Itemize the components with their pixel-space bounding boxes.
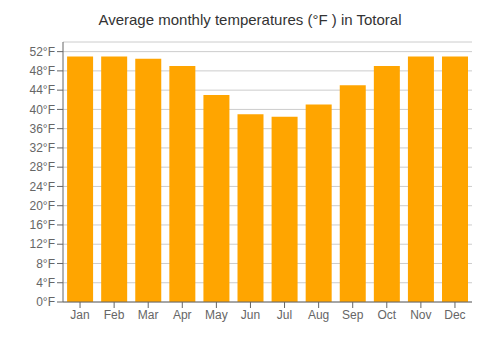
- svg-text:48°F: 48°F: [30, 64, 55, 78]
- svg-text:16°F: 16°F: [30, 218, 55, 232]
- svg-text:Dec: Dec: [444, 308, 465, 322]
- svg-text:20°F: 20°F: [30, 199, 55, 213]
- svg-text:52°F: 52°F: [30, 45, 55, 59]
- svg-text:8°F: 8°F: [36, 257, 55, 271]
- svg-text:12°F: 12°F: [30, 237, 55, 251]
- svg-text:Apr: Apr: [173, 308, 192, 322]
- svg-text:40°F: 40°F: [30, 103, 55, 117]
- svg-text:Jan: Jan: [70, 308, 89, 322]
- svg-text:Oct: Oct: [377, 308, 396, 322]
- svg-text:Feb: Feb: [104, 308, 125, 322]
- svg-text:Jul: Jul: [277, 308, 292, 322]
- svg-text:0°F: 0°F: [36, 295, 55, 309]
- svg-text:28°F: 28°F: [30, 160, 55, 174]
- svg-text:32°F: 32°F: [30, 141, 55, 155]
- svg-text:May: May: [205, 308, 228, 322]
- svg-text:Mar: Mar: [138, 308, 159, 322]
- svg-text:4°F: 4°F: [36, 276, 55, 290]
- svg-text:Nov: Nov: [410, 308, 431, 322]
- svg-text:Sep: Sep: [342, 308, 364, 322]
- html-text:Average monthly temperatures (: Average monthly temperatures (°F ) in To…: [98, 11, 402, 28]
- svg-text:36°F: 36°F: [30, 122, 55, 136]
- svg-text:Aug: Aug: [308, 308, 329, 322]
- svg-text:Jun: Jun: [241, 308, 260, 322]
- svg-text:44°F: 44°F: [30, 83, 55, 97]
- svg-text:24°F: 24°F: [30, 180, 55, 194]
